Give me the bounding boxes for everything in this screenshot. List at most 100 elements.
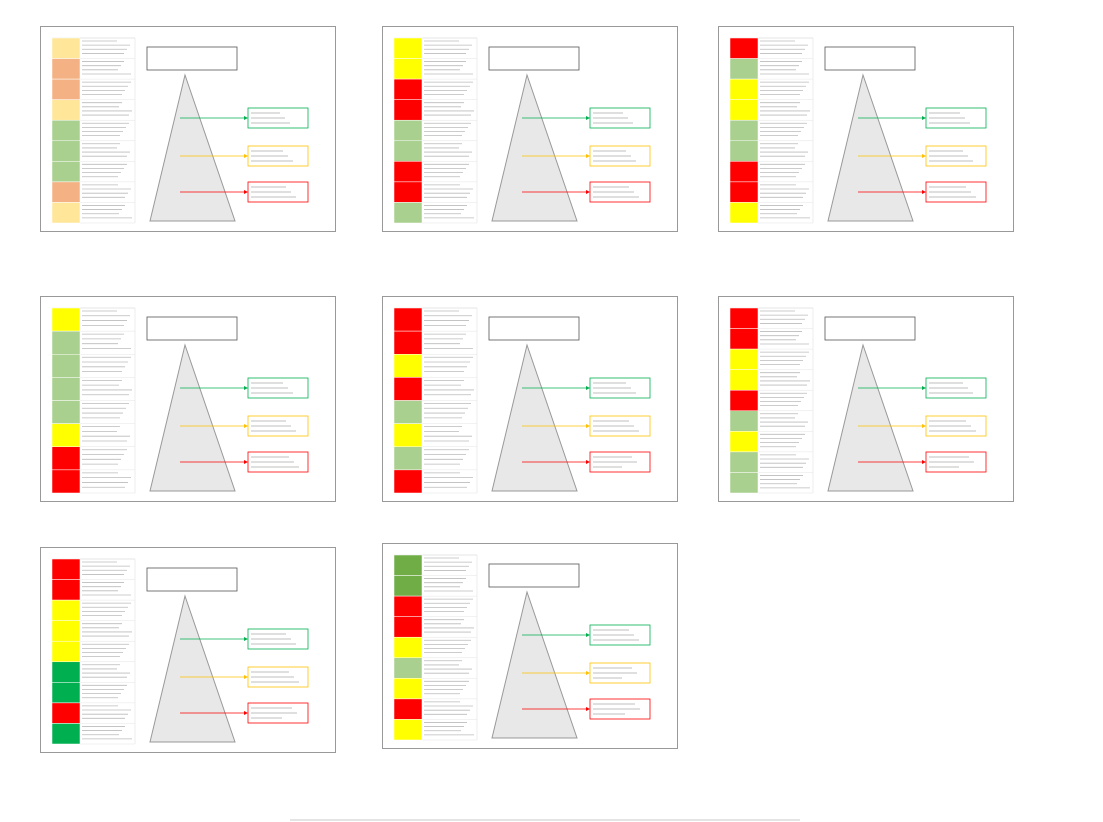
table-cell [51, 161, 81, 183]
table-cell [51, 99, 81, 121]
table-cell [729, 431, 759, 453]
table-cell [393, 37, 423, 59]
arrow-head [244, 711, 248, 715]
slide-thumbnail[interactable] [40, 26, 336, 232]
table-cell [393, 330, 423, 355]
table-cell [51, 558, 81, 580]
arrow-head [586, 707, 590, 711]
table-cell [51, 78, 81, 100]
table-cell [393, 554, 423, 576]
table-cell [393, 678, 423, 700]
table-cell [393, 161, 423, 183]
table-cell [393, 140, 423, 162]
table-cell [51, 661, 81, 683]
title-box [824, 46, 916, 71]
table-cell [51, 599, 81, 621]
arrow-head [922, 154, 926, 158]
arrow-head [922, 386, 926, 390]
table-cell [393, 595, 423, 617]
table-cell [729, 140, 759, 162]
table-cell [393, 657, 423, 679]
pyramid [149, 343, 236, 492]
slide-thumbnail[interactable] [382, 543, 678, 749]
table-cell [729, 328, 759, 350]
slide-thumbnail[interactable] [382, 26, 678, 232]
arrow-head [586, 460, 590, 464]
title-box [146, 46, 238, 71]
arrow-head [244, 637, 248, 641]
table-cell [51, 423, 81, 447]
table-cell [51, 702, 81, 724]
slide-thumbnail[interactable] [718, 26, 1014, 232]
arrow-head [922, 424, 926, 428]
arrow-head [586, 633, 590, 637]
pyramid [491, 73, 578, 222]
table-cell [393, 307, 423, 332]
table-cell [393, 377, 423, 401]
arrow-head [586, 154, 590, 158]
table-cell [51, 682, 81, 704]
table-cell [393, 181, 423, 203]
table-cell [51, 58, 81, 80]
table-cell [393, 119, 423, 142]
table-cell [393, 719, 423, 741]
pyramid [149, 594, 236, 743]
table-cell [51, 579, 81, 601]
table-cell [393, 636, 423, 659]
table-cell [393, 575, 423, 597]
arrow-head [244, 190, 248, 194]
title-box [488, 46, 580, 71]
title-box [824, 316, 916, 341]
title-box [146, 567, 238, 592]
table-cell [729, 78, 759, 100]
pyramid [491, 590, 578, 739]
table-cell [51, 723, 81, 745]
slide-thumbnail[interactable] [718, 296, 1014, 502]
table-cell [51, 37, 81, 59]
table-cell [729, 472, 759, 494]
table-cell [51, 377, 81, 401]
table-cell [51, 400, 81, 424]
slide-thumbnail[interactable] [382, 296, 678, 502]
table-cell [51, 307, 81, 332]
table-cell [51, 330, 81, 355]
arrow-head [586, 116, 590, 120]
table-cell [51, 181, 81, 203]
table-cell [729, 307, 759, 329]
table-cell [729, 99, 759, 121]
table-cell [729, 369, 759, 391]
table-cell [393, 698, 423, 720]
table-cell [729, 389, 759, 412]
table-cell [51, 640, 81, 663]
arrow-head [922, 116, 926, 120]
table-cell [393, 354, 423, 378]
pyramid [827, 343, 914, 492]
table-cell [393, 616, 423, 638]
slide-thumbnail[interactable] [40, 547, 336, 753]
table-cell [51, 202, 81, 224]
table-cell [729, 37, 759, 59]
table-cell [729, 161, 759, 183]
arrow-head [586, 386, 590, 390]
table-cell [51, 140, 81, 162]
table-cell [393, 58, 423, 80]
arrow-head [922, 460, 926, 464]
table-cell [393, 78, 423, 100]
title-box [488, 563, 580, 588]
title-box [488, 316, 580, 341]
table-cell [729, 410, 759, 432]
arrow-head [244, 154, 248, 158]
table-cell [51, 119, 81, 142]
arrow-head [244, 424, 248, 428]
table-cell [729, 58, 759, 80]
arrow-head [244, 675, 248, 679]
table-cell [51, 446, 81, 471]
table-cell [729, 119, 759, 142]
table-cell [393, 99, 423, 121]
slide-thumbnail[interactable] [40, 296, 336, 502]
table-cell [393, 423, 423, 447]
arrow-head [586, 190, 590, 194]
pyramid [827, 73, 914, 222]
